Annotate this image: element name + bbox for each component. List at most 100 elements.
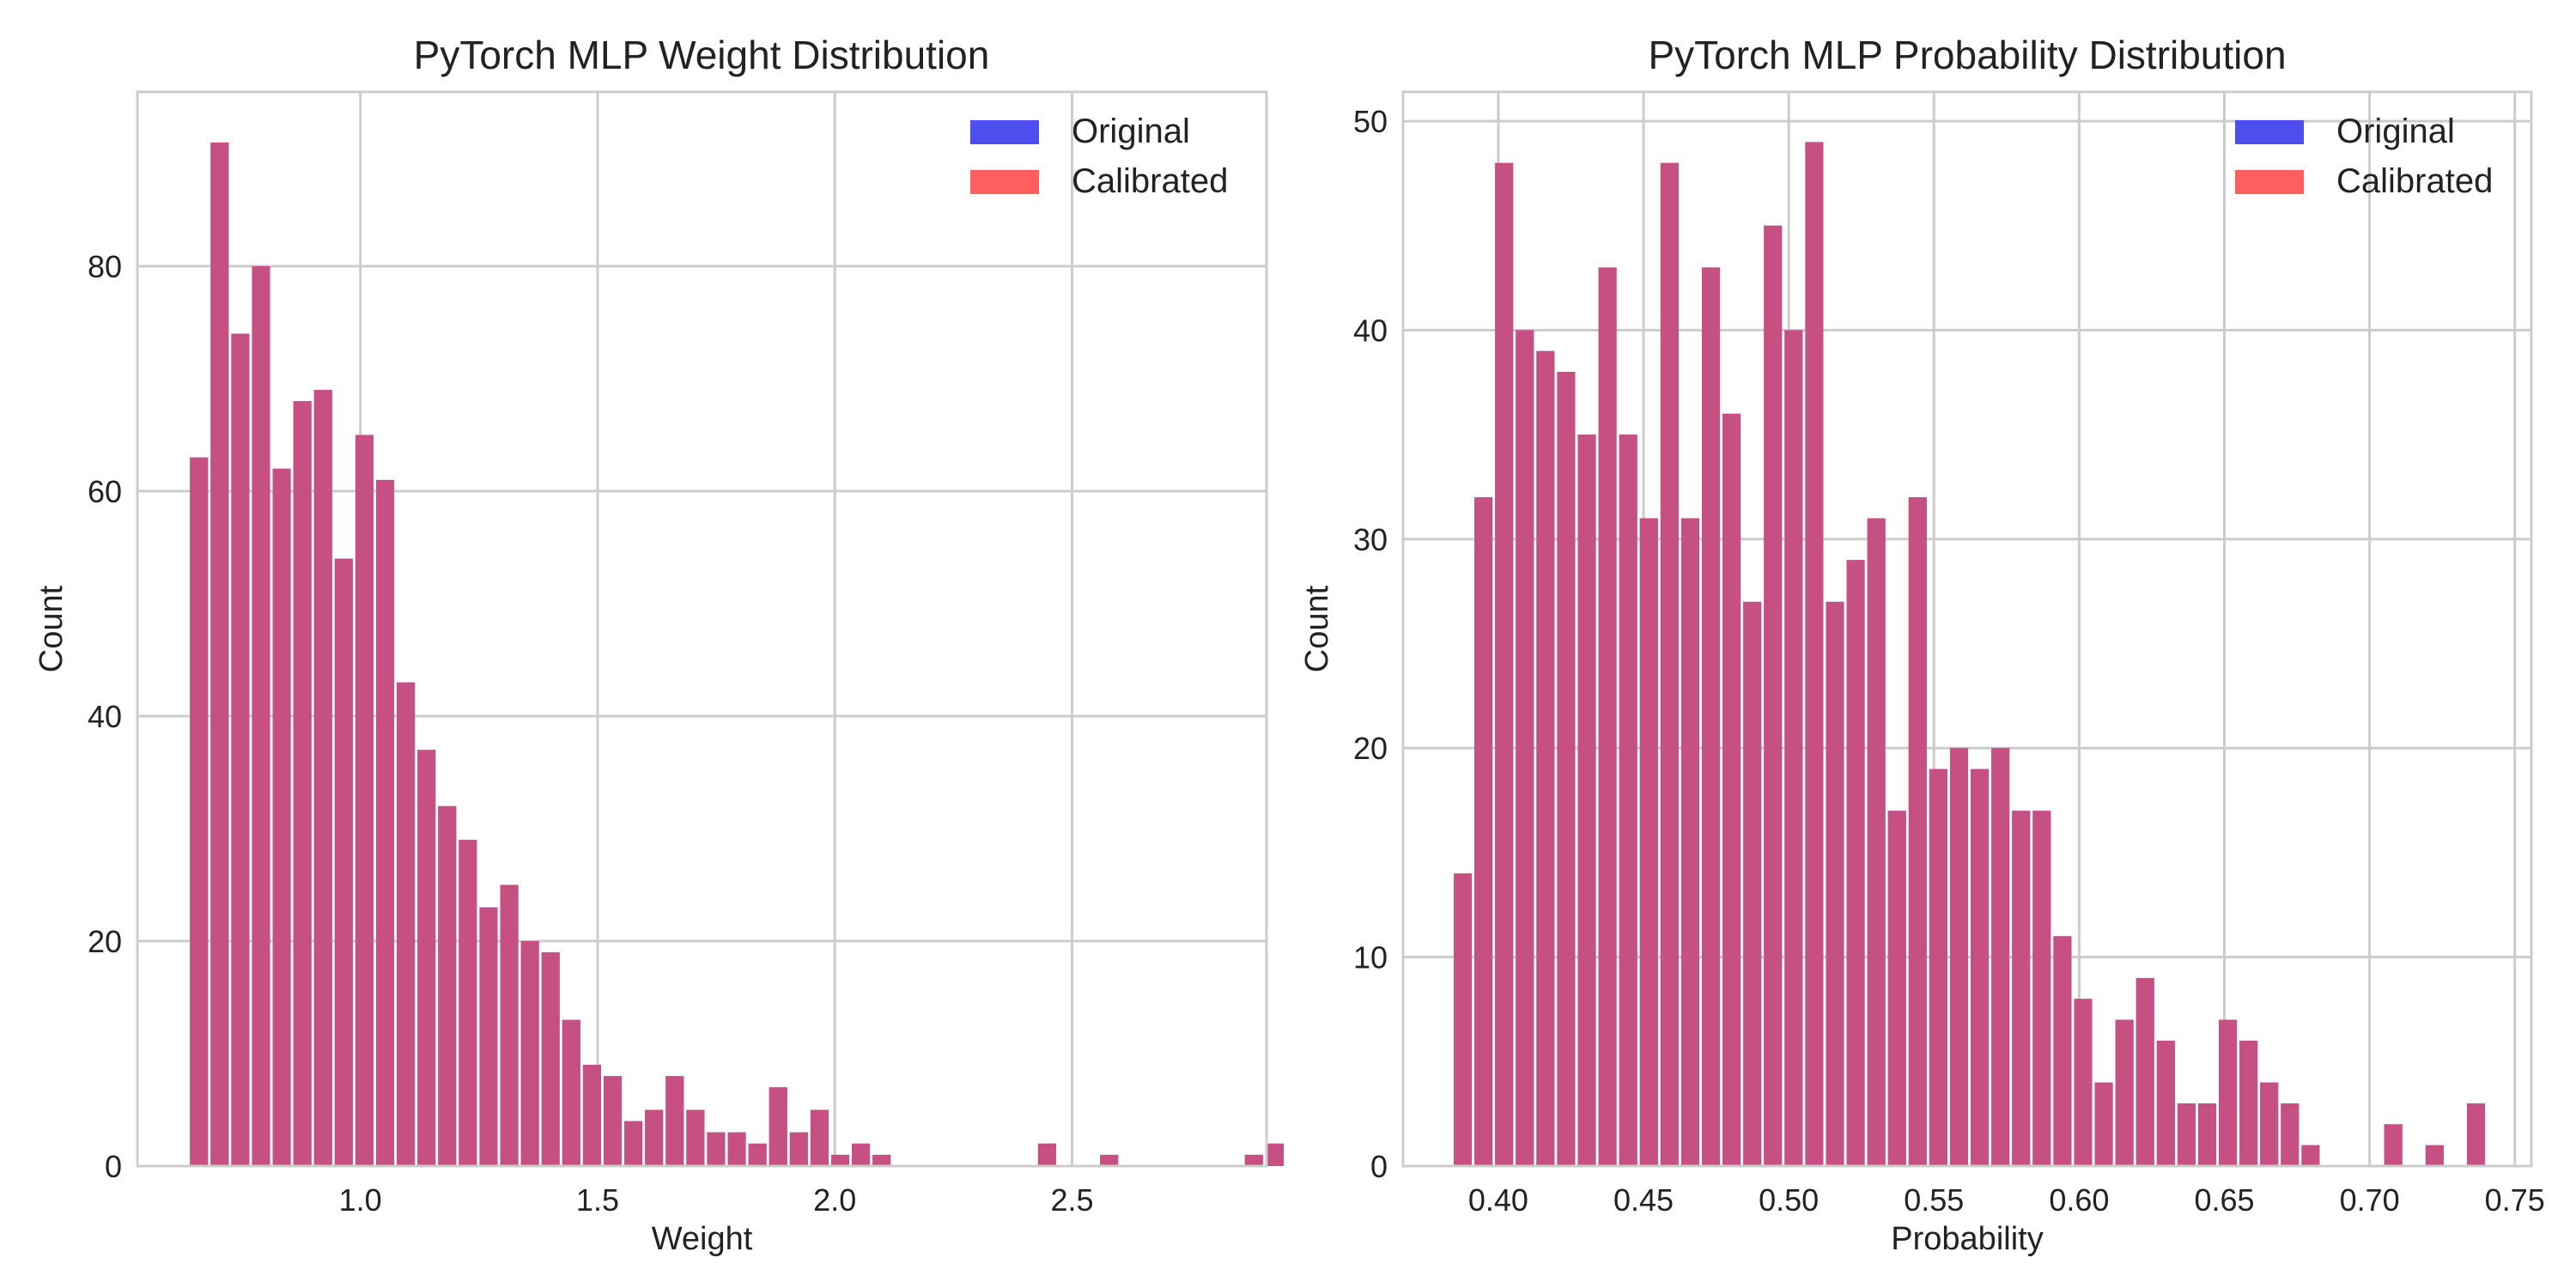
probability-y-tick-label: 50	[1353, 104, 1388, 139]
weight-bar-calibrated	[1265, 1143, 1284, 1166]
weight-bar-calibrated	[293, 401, 312, 1166]
probability-bar-calibrated	[2115, 1019, 2134, 1166]
probability-bar-calibrated	[2219, 1019, 2238, 1166]
probability-bar-calibrated	[1826, 601, 1844, 1166]
probability-bar-calibrated	[1639, 518, 1658, 1166]
probability-bar-calibrated	[1660, 162, 1679, 1166]
weight-bar-calibrated	[872, 1154, 891, 1166]
probability-bar-calibrated	[1557, 372, 1576, 1166]
weight-bar-calibrated	[313, 390, 332, 1167]
probability-histogram-panel: 0.40 0.45 0.50 0.55 0.60 0.65 0.70 0.75 0 10 20 30 4…	[1299, 33, 2545, 1257]
weight-bar-calibrated	[375, 479, 395, 1166]
weight-bar-calibrated	[479, 907, 498, 1166]
weight-bar-calibrated	[582, 1065, 601, 1166]
probability-bar-calibrated	[2466, 1103, 2486, 1166]
probability-bar-calibrated	[1577, 434, 1596, 1167]
probability-x-tick-label: 0.45	[1613, 1182, 1674, 1218]
weight-bar-calibrated	[562, 1019, 580, 1166]
weight-bar-calibrated	[438, 805, 457, 1166]
probability-bar-calibrated	[1619, 434, 1637, 1167]
probability-x-tick-label: 0.55	[1904, 1182, 1964, 1218]
weight-x-tick-label: 2.5	[1050, 1182, 1093, 1218]
probability-bar-calibrated	[1784, 330, 1803, 1167]
probability-chart-title: PyTorch MLP Probability Distribution	[1648, 33, 2286, 77]
probability-x-axis-label: Probability	[1891, 1221, 2043, 1257]
weight-bar-calibrated	[852, 1143, 871, 1166]
probability-bar-calibrated	[1536, 350, 1555, 1166]
weight-bar-calibrated	[1037, 1143, 1056, 1166]
probability-bar-calibrated	[2260, 1082, 2279, 1166]
probability-y-tick-label: 40	[1353, 313, 1388, 348]
probability-legend-label-original: Original	[2336, 112, 2455, 150]
weight-y-tick-label: 40	[88, 699, 122, 734]
weight-y-tick-label: 80	[88, 249, 122, 284]
weight-x-tick-label: 1.5	[576, 1182, 619, 1218]
probability-x-tick-label: 0.75	[2485, 1182, 2545, 1218]
weight-y-tick-label: 0	[105, 1149, 122, 1184]
weight-bar-calibrated	[210, 142, 229, 1167]
probability-bar-calibrated	[1867, 518, 1886, 1166]
weight-bar-calibrated	[252, 266, 270, 1166]
weight-bar-calibrated	[355, 434, 374, 1166]
weight-bar-calibrated	[707, 1132, 726, 1166]
weight-bar-calibrated	[810, 1109, 829, 1166]
probability-bar-calibrated	[1598, 267, 1617, 1166]
probability-x-tick-label: 0.40	[1468, 1182, 1528, 1218]
probability-bar-calibrated	[2301, 1145, 2320, 1166]
weight-y-tick-label: 60	[88, 474, 122, 509]
weight-bar-calibrated	[231, 333, 250, 1166]
probability-y-tick-label: 30	[1353, 522, 1388, 557]
weight-bar-calibrated	[748, 1143, 767, 1166]
probability-x-tick-label: 0.65	[2194, 1182, 2254, 1218]
probability-bar-calibrated	[1453, 873, 1473, 1166]
probability-legend-swatch-calibrated	[2235, 170, 2304, 194]
weight-bar-calibrated	[272, 468, 291, 1166]
probability-bar-calibrated	[2012, 811, 2031, 1166]
probability-bar-calibrated	[2136, 977, 2154, 1166]
probability-bar-calibrated	[2281, 1103, 2300, 1166]
probability-bar-calibrated	[2239, 1040, 2258, 1166]
weight-histogram-panel: 1.0 1.5 2.0 2.5 0 20 40 60 80 PyTorch MLP Weight …	[33, 33, 1284, 1257]
weight-legend-label-original: Original	[1072, 112, 1190, 150]
weight-bar-calibrated	[603, 1076, 623, 1166]
probability-bar-calibrated	[1908, 497, 1927, 1166]
probability-bar-calibrated	[2425, 1145, 2444, 1166]
weight-x-tick-label: 2.0	[813, 1182, 856, 1218]
weight-bar-calibrated	[665, 1076, 684, 1166]
probability-bar-calibrated	[1991, 748, 2010, 1166]
probability-plot-frame	[1401, 90, 2533, 1168]
probability-bar-calibrated	[2177, 1103, 2196, 1166]
probability-x-tick-label: 0.60	[2049, 1182, 2109, 1218]
probability-bar-calibrated	[1474, 497, 1493, 1166]
weight-bar-calibrated	[830, 1154, 850, 1166]
weight-bar-calibrated	[727, 1132, 746, 1166]
probability-y-axis-label: Count	[1299, 585, 1335, 672]
probability-bar-calibrated	[2156, 1040, 2175, 1166]
weight-bar-calibrated	[397, 682, 416, 1166]
weight-bar-calibrated	[1100, 1154, 1119, 1166]
probability-y-tick-label: 0	[1370, 1149, 1388, 1184]
weight-bar-calibrated	[541, 952, 560, 1166]
probability-bar-calibrated	[1680, 518, 1699, 1166]
weight-chart-title: PyTorch MLP Weight Distribution	[414, 33, 990, 77]
weight-x-tick-label: 1.0	[339, 1182, 382, 1218]
weight-bar-calibrated	[190, 457, 209, 1166]
weight-y-tick-label: 20	[88, 924, 122, 959]
probability-y-tick-label: 20	[1353, 731, 1388, 766]
probability-bar-calibrated	[1722, 413, 1741, 1166]
probability-bar-calibrated	[2053, 936, 2072, 1166]
probability-y-tick-label: 10	[1353, 940, 1388, 975]
weight-bar-calibrated	[520, 941, 539, 1166]
probability-bar-calibrated	[2094, 1082, 2113, 1166]
weight-y-axis-label: Count	[33, 585, 70, 672]
probability-bar-calibrated	[1743, 601, 1762, 1166]
probability-bar-calibrated	[2032, 811, 2051, 1166]
weight-plot-frame	[136, 90, 1268, 1168]
probability-bar-calibrated	[1805, 142, 1824, 1166]
probability-bar-calibrated	[1929, 769, 1947, 1166]
weight-bar-calibrated	[624, 1121, 643, 1166]
probability-bar-calibrated	[2384, 1124, 2403, 1166]
weight-bar-calibrated	[686, 1109, 705, 1166]
weight-bar-calibrated	[417, 750, 436, 1166]
